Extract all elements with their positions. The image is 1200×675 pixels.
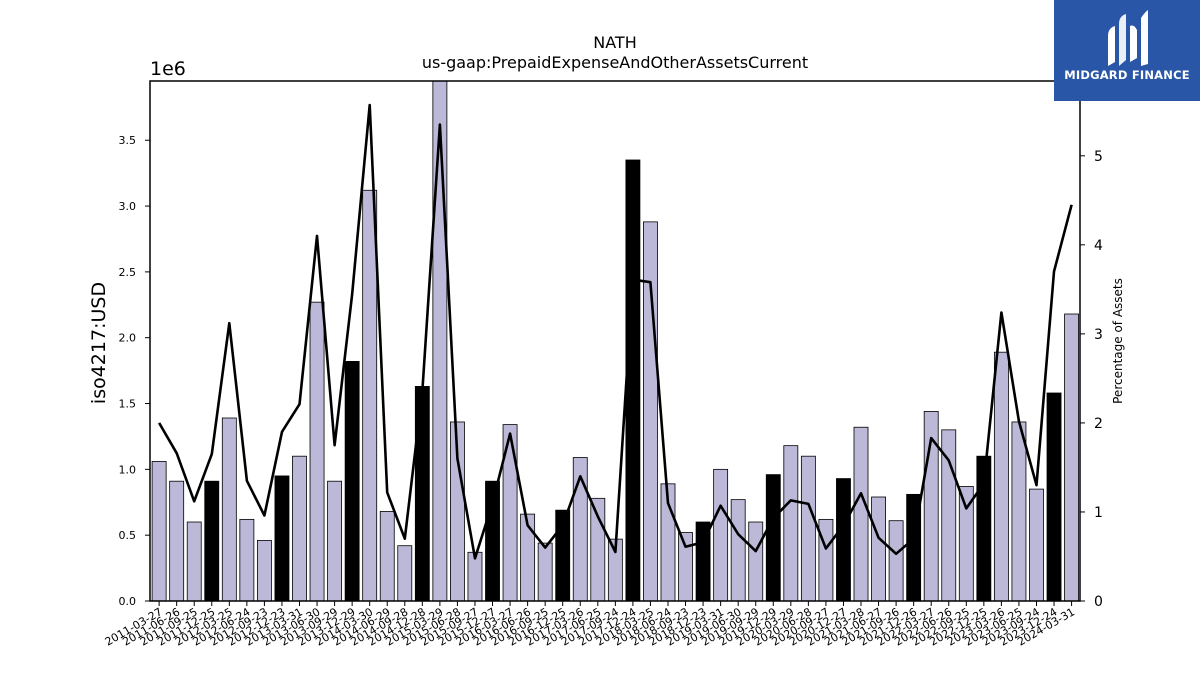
bar-2020-03-29 <box>783 445 799 602</box>
bar-2020-12-27 <box>836 478 851 602</box>
bar-2024-03-31 <box>1064 313 1079 602</box>
bar-2013-06-30 <box>309 301 325 602</box>
bar-2019-06-30 <box>730 499 746 602</box>
bar-2015-03-29 <box>432 80 448 602</box>
y2-tick-label: 3 <box>1094 327 1103 343</box>
bar-2021-03-28 <box>853 426 869 602</box>
bar-2013-09-29 <box>327 480 343 602</box>
brand-name: MIDGARD FINANCE <box>1064 68 1190 82</box>
bar-2019-09-29 <box>748 521 764 602</box>
bar-2023-12-24 <box>1046 392 1062 602</box>
bar-2021-06-27 <box>871 496 886 602</box>
bar-2023-09-24 <box>1029 488 1044 602</box>
bar-2013-12-29 <box>344 361 360 602</box>
bar-2023-03-26 <box>993 351 1009 602</box>
bar-2011-12-25 <box>204 480 220 602</box>
bar-2016-09-25 <box>537 542 553 602</box>
y2-tick-label: 5 <box>1094 149 1103 165</box>
bar-2014-03-30 <box>362 189 378 602</box>
y-offset-label: 1e6 <box>150 58 186 80</box>
bar-2013-03-31 <box>292 455 307 602</box>
y-tick-label: 0.5 <box>119 529 137 542</box>
bar-2012-09-23 <box>256 540 272 602</box>
y2-tick-label: 2 <box>1094 416 1103 432</box>
x-axis-ticks: 2011-03-272011-06-262011-09-252011-12-25… <box>103 601 1077 649</box>
bar-2011-09-25 <box>186 521 202 602</box>
bar-2012-03-25 <box>221 417 237 602</box>
bar-series <box>151 80 1079 602</box>
bar-2017-12-24 <box>625 159 641 602</box>
y-axis-label: iso4217:USD <box>88 282 110 404</box>
y-tick-label: 2.5 <box>119 266 137 279</box>
y-tick-label: 1.5 <box>119 398 137 411</box>
bar-2018-09-23 <box>678 532 693 602</box>
bar-2018-03-25 <box>643 221 658 602</box>
y2-tick-label: 0 <box>1094 594 1103 610</box>
midgard-logo-icon <box>1108 10 1148 66</box>
bar-2023-06-25 <box>1011 421 1027 602</box>
y2-axis-ticks: 0 1 2 3 4 5 <box>1080 149 1103 610</box>
bar-2011-03-27 <box>151 461 167 602</box>
y-tick-label: 2.0 <box>119 332 137 345</box>
percentage-line-series <box>157 103 1073 560</box>
y2-tick-label: 1 <box>1094 505 1103 521</box>
bar-2011-06-26 <box>169 480 185 602</box>
bar-2020-09-27 <box>818 518 834 602</box>
y-tick-label: 3.5 <box>119 134 137 147</box>
y-tick-label: 0.0 <box>119 595 137 608</box>
bar-2019-12-29 <box>765 474 781 602</box>
bar-2012-06-24 <box>239 518 255 602</box>
y-tick-label: 3.0 <box>119 200 137 213</box>
y2-axis-label: Percentage of Assets <box>1111 278 1125 404</box>
brand-logo: MIDGARD FINANCE <box>1054 0 1200 101</box>
bar-2020-06-28 <box>800 455 816 602</box>
y-axis-ticks: 0.0 0.5 1.0 1.5 2.0 2.5 3.0 3.5 <box>119 134 150 608</box>
y2-tick-label: 4 <box>1094 238 1103 254</box>
bar-2014-12-28 <box>414 386 430 602</box>
bar-2014-09-28 <box>397 545 413 602</box>
plot-frame <box>149 80 1081 602</box>
bar-2014-06-29 <box>379 511 395 602</box>
bar-2021-09-26 <box>888 520 904 602</box>
chart-subtitle: us-gaap:PrepaidExpenseAndOtherAssetsCurr… <box>422 53 808 72</box>
percentage-line <box>157 103 1073 560</box>
chart-title: NATH <box>593 33 636 52</box>
bar-2012-12-23 <box>274 475 290 602</box>
y-tick-label: 1.0 <box>119 463 137 476</box>
bar-2019-03-31 <box>713 468 729 602</box>
